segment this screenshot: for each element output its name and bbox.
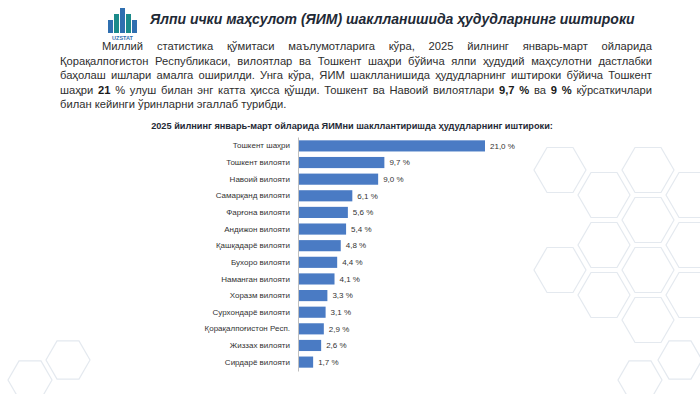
bar — [298, 240, 341, 251]
bar — [298, 273, 335, 284]
tick-group: Қорақалпоғистон Респ. — [205, 324, 298, 333]
paragraph-segment: 9 % — [551, 84, 572, 96]
hexagon — [622, 247, 674, 292]
decoration — [8, 147, 700, 394]
hexagon — [666, 222, 700, 267]
data-label: 4,1 % — [340, 275, 360, 284]
data-label: 2,9 % — [329, 325, 349, 334]
bar — [298, 207, 348, 218]
bar — [298, 307, 326, 318]
logo: UZSTAT — [108, 8, 137, 41]
paragraph-segment: % улуш билан энг катта ҳисса қўшди. Тошк… — [110, 84, 499, 96]
bar — [298, 174, 378, 185]
axis-line — [298, 138, 299, 372]
data-label: 2,6 % — [326, 341, 346, 350]
tick-label: Тошкент вилояти — [226, 158, 290, 167]
tick-group: Сурхондарё вилояти — [213, 308, 298, 317]
data-label: 5,4 % — [351, 225, 371, 234]
tick-group: Қашқадарё вилояти — [216, 241, 298, 250]
bar — [298, 223, 346, 234]
tick-group: Навоий вилояти — [230, 175, 298, 184]
hexagon — [618, 361, 662, 394]
tick-label: Самарқанд вилояти — [216, 191, 290, 200]
tick-label: Сурхондарё вилояти — [213, 308, 290, 317]
hexagon — [622, 197, 674, 242]
tick-label: Қашқадарё вилояти — [216, 241, 290, 250]
hexagon — [666, 272, 700, 317]
bar — [298, 340, 321, 351]
data-label: 21,0 % — [490, 142, 515, 151]
paragraph-segment: ва — [529, 84, 551, 96]
data-label: 3,1 % — [331, 308, 351, 317]
bar — [298, 190, 352, 201]
hexagon — [578, 272, 630, 317]
hexagon — [658, 341, 700, 379]
tick-label: Сирдарё вилояти — [225, 358, 290, 367]
bar — [298, 140, 485, 151]
hexagon — [622, 297, 674, 342]
hexagon — [46, 341, 90, 379]
data-labels: 21,0 % 9,7 % 9,0 % 6,1 % 5,6 % 5,4 % 4,8 % 4,4 … — [318, 142, 515, 367]
bar — [298, 157, 384, 168]
logo-bar — [108, 20, 113, 33]
hexagon — [534, 147, 586, 192]
tick-label: Андижон вилояти — [224, 225, 290, 234]
tick-label: Хоразм вилояти — [230, 291, 290, 300]
bars — [298, 140, 485, 367]
paragraph: Миллий статистика қўмитаси маълумотлариг… — [60, 39, 652, 112]
tick-label: Фарғона вилояти — [226, 208, 290, 217]
tick-group: Сирдарё вилояти — [225, 358, 298, 367]
data-label: 5,6 % — [353, 208, 373, 217]
logo-bar — [120, 8, 125, 33]
bar — [298, 323, 324, 334]
hexagon — [578, 172, 630, 217]
tick-group: Андижон вилояти — [224, 225, 298, 234]
data-label: 4,8 % — [346, 241, 366, 250]
paragraph-segment: 9,7 % — [499, 84, 529, 96]
tick-group: Жиззах вилояти — [230, 341, 298, 350]
tick-group: Хоразм вилояти — [230, 291, 298, 300]
hexagon — [622, 147, 674, 192]
data-label: 4,4 % — [342, 258, 362, 267]
hexagon — [666, 172, 700, 217]
data-label: 9,7 % — [389, 158, 409, 167]
bar — [298, 357, 313, 368]
tick-group: Фарғона вилояти — [226, 208, 298, 217]
hexagon — [8, 361, 52, 394]
chart-title: 2025 йилнинг январь-март ойларида ЯИМни … — [151, 121, 553, 131]
data-label: 3,3 % — [332, 291, 352, 300]
header-title: Ялпи ички маҳсулот (ЯИМ) шаклланишида ҳу… — [149, 11, 635, 27]
hexagon — [534, 247, 586, 292]
bar — [298, 290, 327, 301]
tick-label: Наманган вилояти — [221, 275, 290, 284]
tick-label: Бухоро вилояти — [231, 258, 290, 267]
tick-label: Тошкент шаҳри — [233, 141, 290, 150]
data-label: 1,7 % — [318, 358, 338, 367]
data-label: 6,1 % — [357, 192, 377, 201]
y-axis: Тошкент шаҳри Тошкент вилояти Навоий вилоя… — [205, 138, 299, 372]
tick-group: Бухоро вилояти — [231, 258, 298, 267]
data-label: 9,0 % — [383, 175, 403, 184]
tick-group: Тошкент шаҳри — [233, 141, 298, 150]
hexagon — [578, 222, 630, 267]
bar — [298, 257, 337, 268]
tick-group: Наманган вилояти — [221, 275, 298, 284]
tick-label: Қорақалпоғистон Респ. — [205, 324, 290, 333]
tick-label: Жиззах вилояти — [230, 341, 290, 350]
tick-group: Самарқанд вилояти — [216, 191, 298, 200]
logo-bar — [126, 14, 131, 33]
tick-label: Навоий вилояти — [230, 175, 290, 184]
paragraph-segment: 21 — [98, 84, 110, 96]
tick-group: Тошкент вилояти — [226, 158, 298, 167]
logo-bar — [114, 14, 119, 33]
logo-bar — [132, 20, 137, 33]
